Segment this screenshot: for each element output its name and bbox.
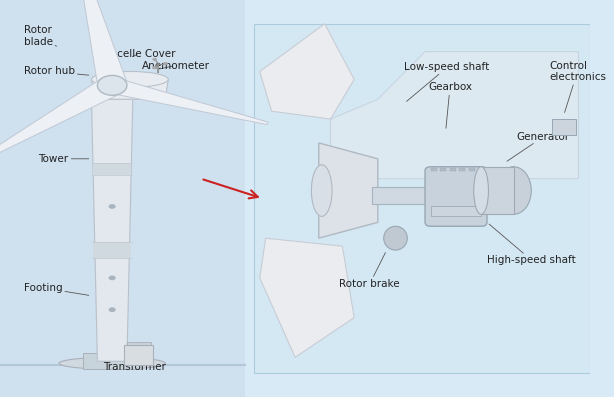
Ellipse shape <box>496 167 531 214</box>
Text: Tower: Tower <box>38 154 88 164</box>
Circle shape <box>98 75 127 95</box>
FancyBboxPatch shape <box>425 167 487 226</box>
Polygon shape <box>319 143 378 238</box>
Bar <box>157 64 160 73</box>
Text: Transformer: Transformer <box>103 361 166 372</box>
Polygon shape <box>91 99 133 361</box>
Polygon shape <box>0 78 122 163</box>
Polygon shape <box>260 24 354 119</box>
Bar <box>124 345 154 365</box>
Text: High-speed shaft: High-speed shaft <box>487 224 576 265</box>
Ellipse shape <box>59 357 165 369</box>
Circle shape <box>109 204 115 209</box>
Bar <box>459 168 465 171</box>
Text: Rotor hub: Rotor hub <box>23 66 89 77</box>
Text: Rotor
blade: Rotor blade <box>23 25 56 46</box>
Text: Rotor brake: Rotor brake <box>340 252 400 289</box>
Polygon shape <box>91 79 168 99</box>
Bar <box>450 168 456 171</box>
Text: Gearbox: Gearbox <box>428 82 472 128</box>
Bar <box>372 187 431 204</box>
Bar <box>481 167 513 214</box>
Ellipse shape <box>91 71 168 87</box>
Bar <box>431 168 437 171</box>
Text: Control
electronics: Control electronics <box>549 61 606 112</box>
Bar <box>440 168 446 171</box>
Bar <box>468 168 475 171</box>
Text: Nacelle Cover: Nacelle Cover <box>103 48 176 59</box>
Circle shape <box>163 62 168 65</box>
Bar <box>127 342 150 345</box>
Bar <box>83 353 142 369</box>
Circle shape <box>152 58 157 61</box>
Polygon shape <box>77 0 126 85</box>
Text: Generator: Generator <box>507 132 570 161</box>
Text: Low-speed shaft: Low-speed shaft <box>405 62 489 102</box>
Bar <box>431 206 481 216</box>
Bar <box>0 0 245 397</box>
Bar <box>93 242 131 258</box>
Circle shape <box>109 276 115 280</box>
Text: Footing: Footing <box>23 283 89 295</box>
Ellipse shape <box>474 167 489 214</box>
Ellipse shape <box>384 226 407 250</box>
Circle shape <box>109 307 115 312</box>
Circle shape <box>152 66 157 69</box>
Polygon shape <box>260 238 354 357</box>
Bar <box>254 24 590 373</box>
Text: Anemometer: Anemometer <box>142 60 209 71</box>
Bar <box>552 119 575 135</box>
Ellipse shape <box>311 165 332 216</box>
Polygon shape <box>108 78 268 125</box>
Polygon shape <box>330 52 578 179</box>
Bar <box>93 163 131 175</box>
